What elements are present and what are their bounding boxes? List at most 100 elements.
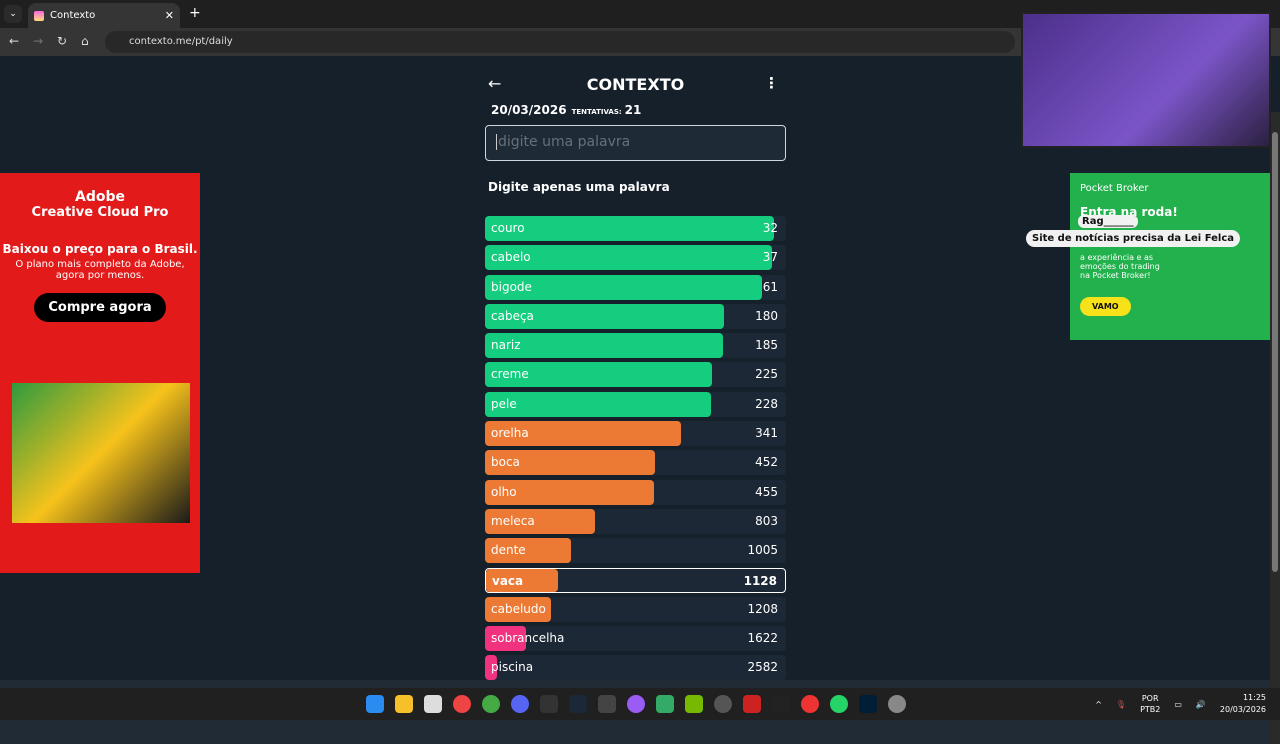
guess-row: dente 1005 [485, 538, 786, 564]
app2-icon[interactable] [627, 695, 645, 713]
guess-rank: 455 [755, 484, 778, 499]
forward-button[interactable]: → [33, 34, 44, 48]
taskbar-apps [366, 695, 906, 713]
app4-icon[interactable] [743, 695, 761, 713]
network-icon[interactable]: ▭ [1174, 699, 1182, 709]
similarity-bar [485, 333, 723, 359]
obs-icon[interactable] [888, 695, 906, 713]
tab-search-button[interactable]: ⌄ [4, 5, 22, 23]
similarity-bar [485, 391, 711, 417]
attempts-label: TENTATIVAS: [571, 108, 622, 116]
terminal-icon[interactable] [540, 695, 558, 713]
app-icon[interactable] [598, 695, 616, 713]
guess-word: cabeludo [491, 601, 546, 616]
nvidia-icon[interactable] [685, 695, 703, 713]
guess-row: meleca 803 [485, 508, 786, 534]
scrollbar[interactable] [1270, 112, 1280, 744]
ad-brand: Adobe [75, 189, 125, 205]
pocket-broker-ad[interactable]: Pocket Broker Entra na roda! a experiênc… [1070, 173, 1270, 340]
guess-rank: 185 [755, 338, 778, 353]
back-button[interactable]: ← [9, 34, 20, 48]
ad-cta-button[interactable]: VAMO [1080, 297, 1131, 316]
adobe-ad[interactable]: Adobe Creative Cloud Pro Baixou o preço … [0, 173, 200, 573]
guess-rank: 452 [755, 455, 778, 470]
similarity-bar [485, 538, 571, 564]
chrome2-icon[interactable] [482, 695, 500, 713]
language-indicator[interactable]: POR PTB2 [1140, 694, 1161, 714]
webcam-overlay [1021, 12, 1271, 148]
guess-word: sobrancelha [491, 631, 565, 646]
guess-rank: 37 [762, 250, 778, 265]
page: ← CONTEXTO ⋮ 20/03/2026 TENTATIVAS: 21 dig… [0, 56, 1280, 744]
guess-row: bigode 61 [485, 274, 786, 300]
guess-rank: 2582 [747, 660, 778, 675]
similarity-bar [485, 421, 681, 447]
chrome-icon[interactable] [453, 695, 471, 713]
guess-row: couro 32 [485, 216, 786, 241]
store-icon[interactable] [424, 695, 442, 713]
volume-icon[interactable]: 🔊 [1195, 699, 1206, 709]
guess-word: meleca [491, 513, 535, 528]
guess-rank: 180 [755, 308, 778, 323]
epic-icon[interactable] [772, 695, 790, 713]
explorer-icon[interactable] [395, 695, 413, 713]
ad-cta-button[interactable]: Compre agora [34, 293, 166, 322]
game-info: 20/03/2026 TENTATIVAS: 21 [491, 103, 641, 117]
whatsapp-icon[interactable] [830, 695, 848, 713]
favicon-icon [34, 10, 44, 21]
guess-word: vaca [492, 573, 524, 588]
app5-icon[interactable] [801, 695, 819, 713]
mic-icon[interactable]: 🎙 [1115, 699, 1127, 709]
new-tab-button[interactable]: + [189, 5, 201, 21]
clock[interactable]: 11:25 20/03/2026 [1219, 693, 1266, 714]
guess-row: creme 225 [485, 362, 786, 388]
home-button[interactable]: ⌂ [81, 34, 89, 48]
guess-word: cabeça [491, 308, 534, 323]
steam-icon[interactable] [569, 695, 587, 713]
game-date: 20/03/2026 [491, 103, 567, 117]
guess-word: creme [491, 367, 529, 382]
address-bar[interactable]: contexto.me/pt/daily [105, 31, 1015, 53]
guess-rank: 1005 [747, 543, 778, 558]
tray-chevron-icon[interactable]: ^ [1095, 699, 1102, 709]
guess-row: sobrancelha 1622 [485, 626, 786, 652]
similarity-bar [485, 655, 498, 681]
similarity-bar [485, 450, 656, 476]
guess-row: vaca 1128 [485, 567, 786, 593]
guess-row: olho 455 [485, 479, 786, 505]
ad-body: a experiência e as emoções do trading na… [1080, 253, 1160, 280]
close-tab-icon[interactable]: ✕ [164, 9, 174, 22]
similarity-bar [485, 216, 774, 241]
guess-row: cabelo 37 [485, 245, 786, 271]
guess-rank: 803 [755, 513, 778, 528]
guess-row: cabeludo 1208 [485, 596, 786, 622]
page-title: CONTEXTO [586, 75, 685, 94]
guess-rank: 1622 [747, 631, 778, 646]
app3-icon[interactable] [656, 695, 674, 713]
browser-tab[interactable]: Contexto ✕ [28, 3, 180, 28]
guess-word: boca [491, 455, 520, 470]
photoshop-icon[interactable] [859, 695, 877, 713]
guess-rank: 32 [762, 221, 778, 235]
guess-rank: 61 [762, 279, 778, 294]
guess-list: couro 32 cabelo 37 bigode 61 cabeça 180 nariz 185… [485, 216, 786, 685]
tab-title: Contexto [50, 10, 96, 21]
word-input[interactable]: digite uma palavra [485, 125, 786, 161]
similarity-bar [485, 626, 526, 652]
more-menu-icon[interactable]: ⋮ [764, 74, 779, 92]
similarity-bar [485, 508, 595, 534]
guess-word: bigode [491, 279, 532, 294]
guess-row: cabeça 180 [485, 303, 786, 329]
guess-row: piscina 2582 [485, 655, 786, 681]
guess-rank: 1208 [747, 601, 778, 616]
ad-headline: Baixou o preço para o Brasil. [2, 242, 198, 256]
guess-word: dente [491, 543, 526, 558]
discord-icon[interactable] [511, 695, 529, 713]
settings-icon[interactable] [714, 695, 732, 713]
guess-word: nariz [491, 338, 521, 353]
ad-image [12, 383, 190, 523]
back-arrow-icon[interactable]: ← [488, 74, 502, 93]
guess-rank: 1128 [743, 573, 777, 588]
start-icon[interactable] [366, 695, 384, 713]
reload-button[interactable]: ↻ [57, 34, 68, 48]
